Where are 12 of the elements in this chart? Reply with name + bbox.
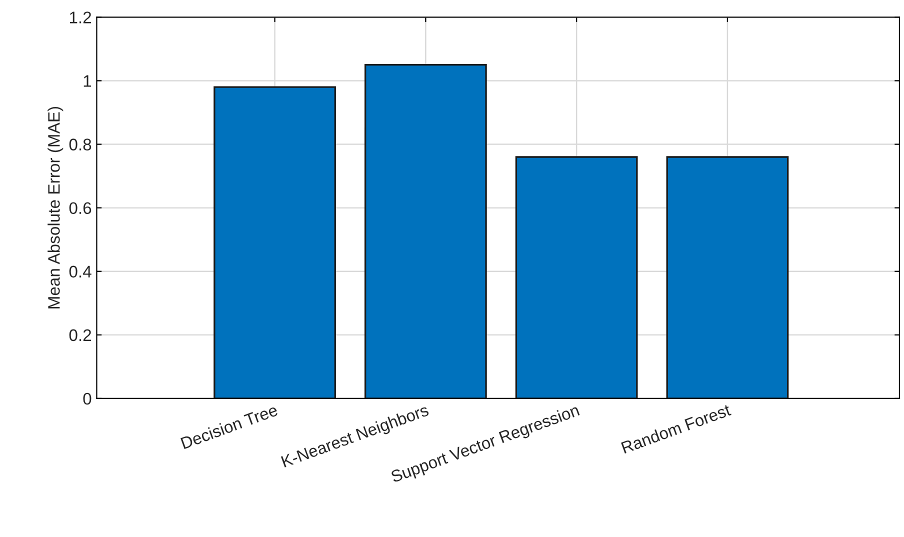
y-tick-label: 0.2 — [69, 329, 92, 342]
bar — [515, 156, 638, 398]
y-tick-label: 1 — [84, 75, 92, 87]
y-tick-label: 0.4 — [69, 266, 92, 278]
bar — [666, 156, 789, 398]
y-tick-label: 0.8 — [69, 138, 92, 150]
bar — [364, 64, 487, 398]
y-tick-label: 0.6 — [69, 202, 92, 214]
y-tick-label: 1.2 — [70, 12, 92, 24]
bar — [214, 86, 336, 398]
y-axis-title: Mean Absolute Error (MAE) — [48, 106, 64, 308]
y-tick-label: 0 — [83, 392, 92, 405]
